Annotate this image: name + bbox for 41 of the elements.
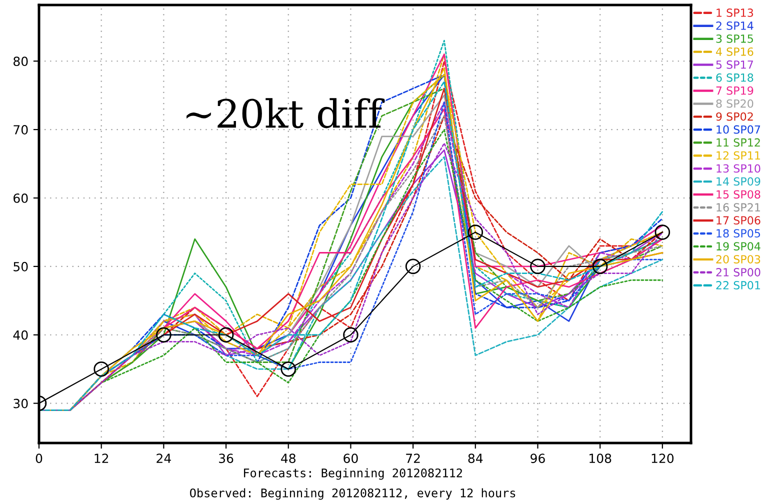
text: Forecasts: Beginning 2012082112: [244, 468, 462, 480]
x-tick-label: 108: [590, 454, 612, 464]
legend-label: 2 SP14: [716, 22, 754, 30]
legend-label: 8 SP20: [716, 99, 754, 108]
y-tick-label: 80: [14, 56, 28, 66]
x-tick-label: 96: [530, 454, 545, 464]
legend-label: 16 SP21: [716, 203, 760, 212]
y-tick-label: 40: [13, 330, 28, 340]
text: Observed: Beginning 2012082112, every 12 hours: [190, 488, 516, 500]
x-tick-label: 60: [344, 454, 358, 464]
legend-label: 9 SP02: [716, 112, 753, 121]
legend-label: 10 SP07: [716, 125, 760, 134]
x-tick-label: 48: [281, 454, 296, 464]
legend-label: 5 SP17: [716, 60, 753, 69]
x-tick-label: 24: [156, 454, 171, 463]
legend-label: 11 SP12: [716, 138, 760, 147]
legend-label: 18 SP05: [716, 229, 760, 238]
x-tick-label: 12: [94, 454, 108, 463]
x-tick-label: 120: [652, 454, 674, 464]
legend-label: 21 SP00: [716, 268, 760, 276]
legend-label: 6 SP18: [716, 73, 754, 82]
y-tick-label: 30: [14, 398, 28, 408]
legend-label: 14 SP09: [716, 177, 760, 186]
legend-label: 20 SP03: [716, 255, 760, 264]
legend-label: 15 SP08: [716, 190, 760, 199]
y-tick-label: 50: [14, 262, 28, 272]
y-tick-label: 60: [14, 193, 28, 203]
legend-label: 7 SP19: [716, 86, 754, 95]
x-tick-label: 0: [36, 454, 42, 464]
x-tick-label: 84: [468, 454, 483, 464]
x-tick-label: 36: [219, 454, 234, 464]
legend-label: 13 SP10: [716, 164, 760, 173]
legend-label: 3 SP15: [716, 34, 753, 43]
y-tick-label: 70: [14, 125, 28, 134]
legend-label: 22 SP01: [716, 281, 760, 290]
legend-label: 17 SP06: [716, 216, 760, 225]
legend-label: 19 SP04: [716, 242, 760, 250]
legend-label: 4 SP16: [716, 47, 754, 56]
x-tick-label: 72: [406, 454, 420, 463]
legend-label: 12 SP11: [716, 151, 760, 160]
legend-label: 1 SP13: [716, 8, 754, 17]
